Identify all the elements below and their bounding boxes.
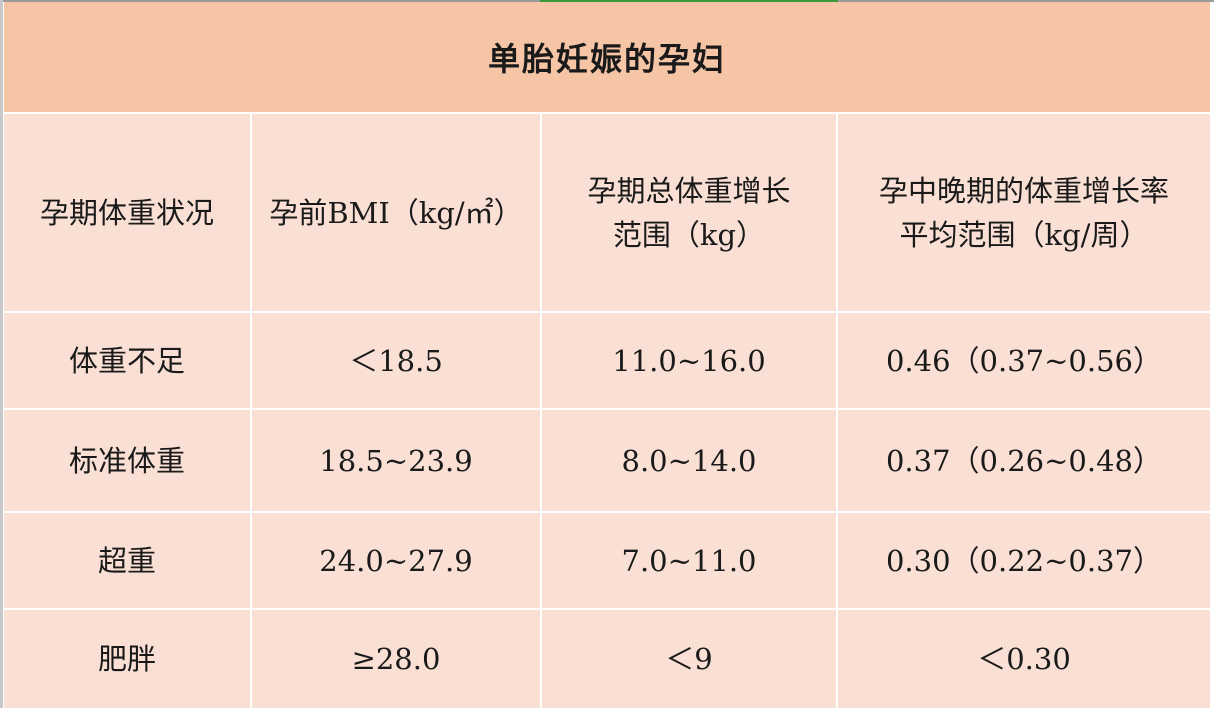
- table-title: 单胎妊娠的孕妇: [4, 2, 1210, 112]
- header-pre-bmi: 孕前BMI（kg/㎡）: [252, 114, 540, 311]
- table-cell: 7.0~11.0: [542, 513, 836, 608]
- table-cell: ＜9: [542, 610, 836, 708]
- table-cell: 18.5~23.9: [252, 410, 540, 511]
- table-cell: 标准体重: [4, 410, 250, 511]
- table-cell: 超重: [4, 513, 250, 608]
- selection-indicator: [540, 0, 838, 2]
- table-cell: 体重不足: [4, 313, 250, 408]
- header-total-gain: 孕期总体重增长 范围（kg）: [542, 114, 836, 311]
- left-border: [0, 0, 3, 708]
- table-cell: 0.30（0.22~0.37）: [838, 513, 1210, 608]
- table-cell: ≥28.0: [252, 610, 540, 708]
- table-cell: 11.0~16.0: [542, 313, 836, 408]
- table-cell: 肥胖: [4, 610, 250, 708]
- table-cell: 0.46（0.37~0.56）: [838, 313, 1210, 408]
- table-cell: 8.0~14.0: [542, 410, 836, 511]
- table-cell: 0.37（0.26~0.48）: [838, 410, 1210, 511]
- header-gain-rate: 孕中晚期的体重增长率 平均范围（kg/周）: [838, 114, 1210, 311]
- table-cell: ＜18.5: [252, 313, 540, 408]
- header-weight-status: 孕期体重状况: [4, 114, 250, 311]
- table-cell: ＜0.30: [838, 610, 1210, 708]
- table-cell: 24.0~27.9: [252, 513, 540, 608]
